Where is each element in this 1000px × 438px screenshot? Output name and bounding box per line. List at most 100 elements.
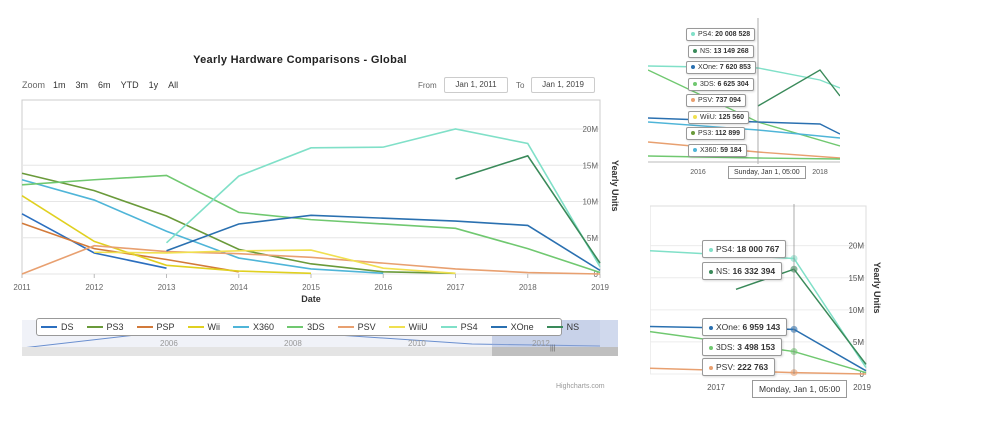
- tooltip-dot-icon: [709, 247, 713, 252]
- legend-item-ns[interactable]: NS: [546, 322, 580, 332]
- tooltip-dot-icon: [691, 65, 695, 70]
- legend-item-x360[interactable]: X360: [233, 322, 274, 332]
- tooltip-value: 125 560: [718, 113, 744, 121]
- y-tick-label: 5M: [587, 234, 598, 243]
- legend-item-ps4[interactable]: PS4: [440, 322, 478, 332]
- series-line-xone[interactable]: [166, 214, 601, 272]
- legend-label: Wii: [207, 322, 221, 332]
- navigator-label-2006: 2006: [160, 339, 178, 348]
- legend-item-wiiu[interactable]: WiiU: [388, 322, 428, 332]
- x-tick-label: 2017: [447, 283, 465, 292]
- inset-2017-date-tooltip: Sunday, Jan 1, 05:00: [728, 166, 806, 179]
- tooltip-value: 6 625 304: [717, 80, 749, 88]
- x-axis-title: Date: [301, 294, 321, 304]
- legend-label: PSP: [156, 322, 175, 332]
- tooltip-series-name: PSV:: [698, 97, 716, 104]
- legend-swatch: [490, 326, 507, 328]
- legend-label: PS3: [106, 322, 124, 332]
- zoom-3m-button[interactable]: 3m: [75, 80, 89, 90]
- credits-link[interactable]: Highcharts.com: [556, 383, 605, 390]
- legend-item-psv[interactable]: PSV: [337, 322, 376, 332]
- x-tick-label: 2011: [13, 283, 31, 292]
- scroll-grip-icon: |||: [550, 345, 556, 352]
- zoom-label: Zoom: [22, 80, 46, 90]
- series-line-psv[interactable]: [21, 244, 601, 275]
- inset-2018-tooltip-3ds: 3DS: 3 498 153: [702, 338, 783, 356]
- zoom-1y-button[interactable]: 1y: [148, 80, 159, 90]
- tooltip-series-name: NS:: [700, 47, 714, 55]
- inset-2018-y-tick-label: 5M: [853, 338, 864, 347]
- x-tick-label: 2018: [519, 283, 537, 292]
- legend-label: XOne: [510, 322, 534, 332]
- tooltip-series-name: NS:: [716, 266, 733, 276]
- legend-item-ds[interactable]: DS: [41, 322, 74, 332]
- range-to-input[interactable]: Jan 1, 2019: [531, 77, 595, 93]
- inset-2018-tooltip-ps4: PS4: 18 000 767: [702, 240, 787, 258]
- legend-label: NS: [566, 322, 580, 332]
- inset-2017-tooltip-wiiu: WiiU: 125 560: [688, 110, 749, 124]
- legend-label: X360: [253, 322, 275, 332]
- series-line-x360[interactable]: [21, 178, 384, 275]
- series-line-wiiu[interactable]: [94, 249, 456, 275]
- series-line-3ds[interactable]: [21, 174, 601, 274]
- zoom-ytd-button[interactable]: YTD: [120, 80, 139, 90]
- zoom-all-button[interactable]: All: [168, 80, 179, 90]
- legend-label: WiiU: [408, 322, 428, 332]
- tooltip-value: 18 000 767: [736, 244, 780, 254]
- range-from-input[interactable]: Jan 1, 2011: [444, 77, 508, 93]
- tooltip-series-name: X360:: [700, 146, 721, 154]
- tooltip-series-name: 3DS:: [716, 342, 738, 352]
- tooltip-value: 222 763: [737, 362, 769, 372]
- tooltip-value: 20 008 528: [715, 31, 751, 38]
- y-tick-label: 10M: [582, 198, 598, 207]
- tooltip-dot-icon: [693, 81, 697, 86]
- zoom-1m-button[interactable]: 1m: [53, 80, 66, 90]
- legend-item-3ds[interactable]: 3DS: [287, 322, 325, 332]
- legend-swatch: [440, 326, 457, 328]
- main-chart-panel: Yearly Hardware Comparisons - Global Zoo…: [13, 54, 620, 390]
- range-to-label: To: [516, 81, 525, 90]
- inset-2017-plot: 2016 2018: [648, 18, 840, 176]
- inset-2018-y-tick-label: 10M: [848, 306, 864, 315]
- series-line-ns[interactable]: [455, 154, 601, 264]
- series-line-ps3[interactable]: [21, 172, 456, 275]
- tooltip-dot-icon: [709, 345, 713, 350]
- navigator-scrollbar-thumb[interactable]: |||: [492, 345, 618, 356]
- navigator-label-2010: 2010: [408, 339, 426, 348]
- tooltip-series-name: PS4:: [716, 244, 737, 254]
- legend-label: DS: [61, 322, 74, 332]
- legend-swatch: [388, 326, 405, 328]
- tooltip-dot-icon: [709, 325, 713, 330]
- tooltip-value: 737 094: [715, 97, 741, 104]
- inset-2018-tooltip-xone: XOne: 6 959 143: [702, 318, 788, 336]
- zoom-toolbar: Zoom 1m 3m 6m YTD 1y All: [22, 80, 188, 90]
- tooltip-series-name: PS4:: [698, 31, 716, 38]
- tooltip-dot-icon: [693, 147, 697, 152]
- tooltip-dot-icon: [691, 131, 695, 136]
- plot-frame: [21, 99, 601, 275]
- tooltip-dot-icon: [691, 98, 695, 103]
- tooltip-series-name: PSV:: [716, 362, 738, 372]
- tooltip-series-name: 3DS:: [700, 80, 718, 88]
- inset-2017-tooltip-xone: XOne: 7 620 853: [686, 61, 756, 74]
- zoom-6m-button[interactable]: 6m: [98, 80, 111, 90]
- tooltip-series-name: PS3:: [698, 130, 716, 137]
- series-line-wii[interactable]: [21, 195, 312, 275]
- tooltip-value: 16 332 394: [732, 266, 776, 276]
- legend-swatch: [287, 326, 304, 328]
- inset-2018-x-tick-label: 2019: [853, 383, 871, 392]
- inset-2017-tooltip-ps4: PS4: 20 008 528: [686, 28, 756, 41]
- legend-item-xone[interactable]: XOne: [490, 322, 534, 332]
- legend-item-wii[interactable]: Wii: [187, 322, 221, 332]
- series-line-ps4[interactable]: [165, 128, 601, 268]
- legend-label: PSV: [357, 322, 376, 332]
- legend-item-ps3[interactable]: PS3: [86, 322, 124, 332]
- navigator-label-2012: 2012: [532, 339, 550, 348]
- x-tick-label: 2016: [374, 283, 392, 292]
- tooltip-dot-icon: [709, 269, 713, 274]
- navigator-scrollbar[interactable]: |||: [22, 345, 618, 356]
- legend-swatch: [546, 326, 563, 328]
- legend-swatch: [233, 326, 250, 328]
- legend-item-psp[interactable]: PSP: [136, 322, 175, 332]
